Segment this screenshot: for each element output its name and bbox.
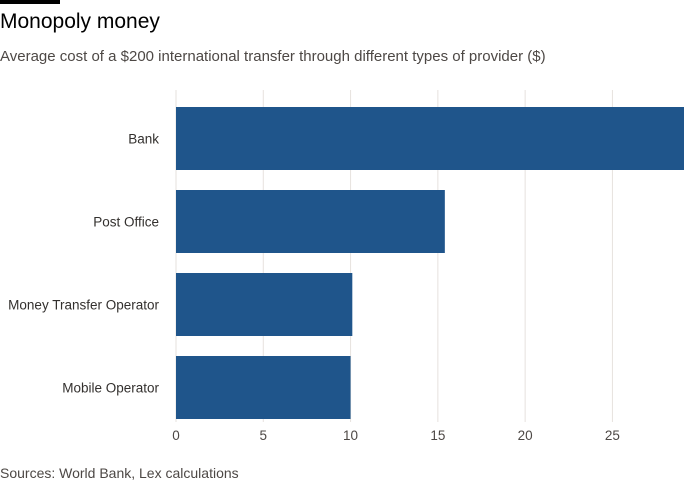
source-note: Sources: World Bank, Lex calculations [0,465,239,481]
bar-chart: Bank Post Office Money Transfer Operator Mo… [8,90,684,443]
x-tick-label-1: 5 [260,428,268,443]
x-tick-label-2: 10 [343,428,358,443]
bar-mobile-operator [176,356,351,419]
chart-title: Monopoly money [0,10,160,33]
bars [176,107,684,419]
category-label-money-transfer-operator: Money Transfer Operator [8,298,159,313]
bar-post-office [176,190,445,253]
category-labels: Bank Post Office Money Transfer Operator Mo… [8,132,159,396]
header-rule [0,0,60,4]
x-tick-label-5: 25 [605,428,620,443]
category-label-post-office: Post Office [93,215,159,230]
category-label-bank: Bank [128,132,159,147]
x-tick-label-0: 0 [172,428,180,443]
x-tick-label-3: 15 [430,428,445,443]
bar-bank [176,107,684,170]
bar-money-transfer-operator [176,273,353,336]
x-tick-label-4: 20 [518,428,533,443]
category-label-mobile-operator: Mobile Operator [62,381,159,396]
x-axis-ticks: 0 5 10 15 20 25 [172,428,620,443]
chart-subtitle: Average cost of a $200 international tra… [0,48,546,65]
